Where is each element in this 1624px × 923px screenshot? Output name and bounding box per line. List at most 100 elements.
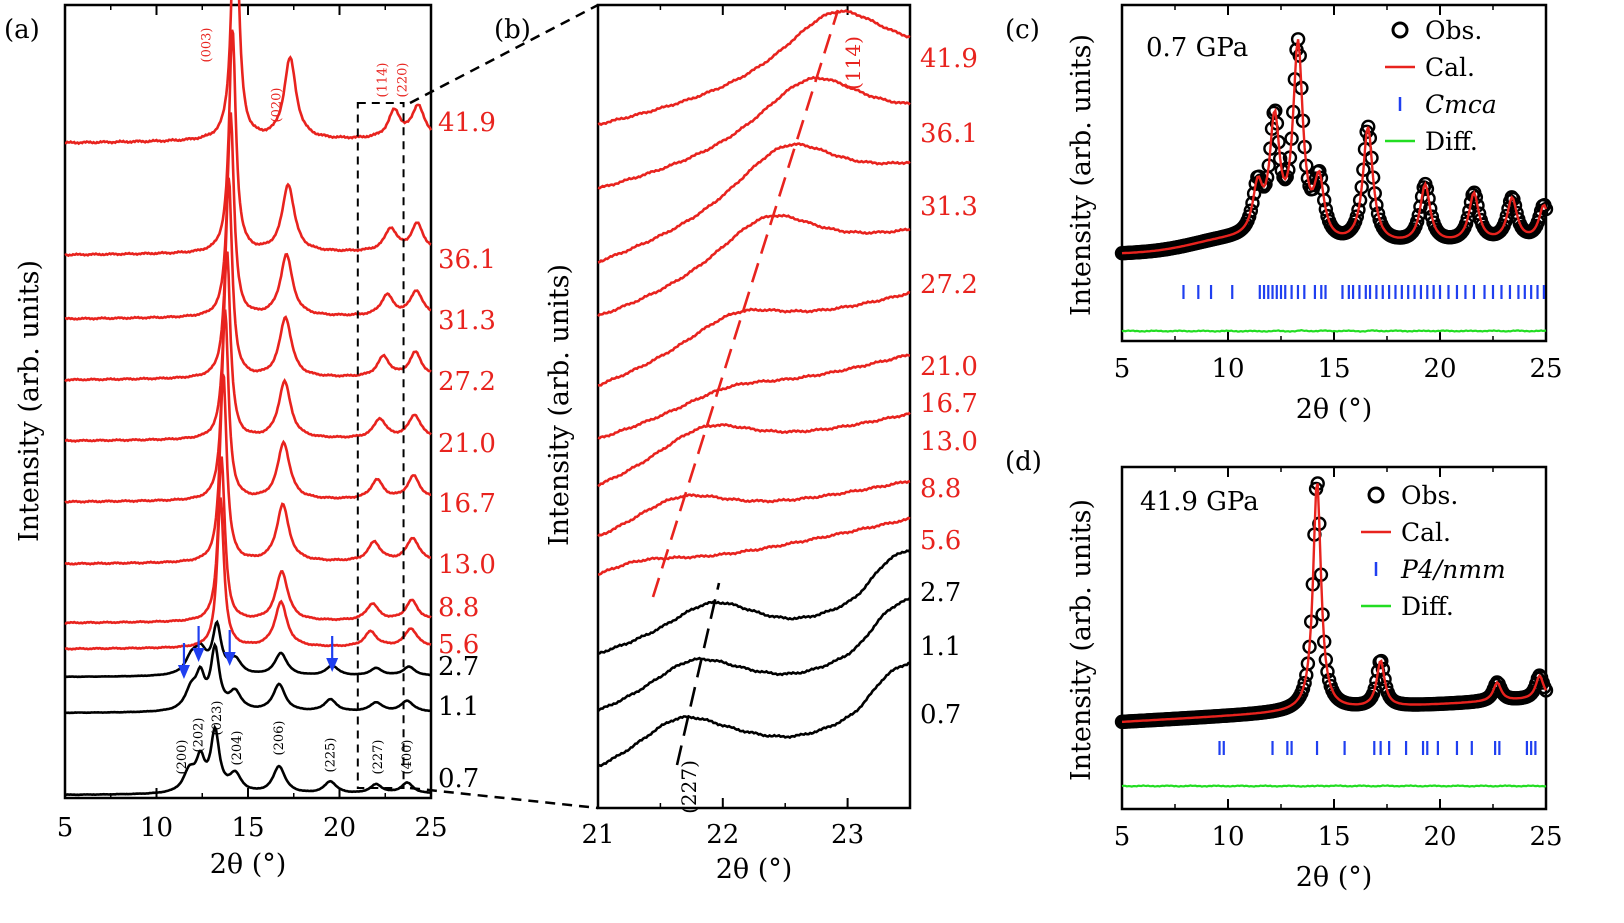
panel-b-frame bbox=[596, 3, 912, 810]
observed-point bbox=[1258, 176, 1273, 192]
panel-b-pressure-label: 41.9 bbox=[920, 44, 978, 74]
panel-a-curve-16.7 bbox=[64, 309, 432, 504]
panel-a-pressure-label: 41.9 bbox=[438, 108, 496, 138]
panel-a-ylabel: Intensity (arb. units) bbox=[14, 260, 45, 542]
panel-3-calculated bbox=[1122, 483, 1548, 723]
legend-obs-marker bbox=[1367, 486, 1385, 504]
panel-a-pressure-label: 1.1 bbox=[438, 692, 479, 722]
panel-b-curve-13.0 bbox=[597, 411, 911, 488]
panel-a-pressure-label: 8.8 bbox=[438, 593, 479, 623]
panel-a: (a) Intensity (arb. units) 2θ (°) 5 10 15 2… bbox=[4, 0, 496, 880]
panel-b-curve-0.7 bbox=[597, 661, 911, 768]
legend-label: Cal. bbox=[1425, 53, 1475, 82]
panel-a-pressure-label: 13.0 bbox=[438, 550, 496, 580]
hkl-label-black: (227) bbox=[371, 740, 386, 775]
legend-label: Cmca bbox=[1425, 90, 1497, 119]
panel-a-curve-36.1 bbox=[64, 29, 432, 258]
panel-3-difference bbox=[1121, 784, 1547, 788]
panel-b-curve-2.7 bbox=[597, 549, 911, 655]
panel-0-xtick-label: 25 bbox=[414, 813, 447, 843]
panel-b-curve-21.0 bbox=[597, 290, 911, 387]
hkl-label-black: (206) bbox=[272, 721, 287, 756]
hkl-label-black: (023) bbox=[210, 701, 225, 736]
guide-label-114: (114) bbox=[841, 36, 865, 90]
guide-line-227 bbox=[675, 582, 721, 766]
panel-b-ylabel: Intensity (arb. units) bbox=[544, 264, 575, 546]
panel-a-curve-5.6 bbox=[64, 497, 432, 651]
panel-c-xlabel: 2θ (°) bbox=[1296, 394, 1373, 425]
panel-d-pressure: 41.9 GPa bbox=[1140, 487, 1259, 517]
panel-b-letter: (b) bbox=[494, 15, 531, 45]
legend-label: Cal. bbox=[1401, 518, 1451, 547]
panel-d-ylabel: Intensity (arb. units) bbox=[1066, 499, 1097, 781]
hkl-label-black: (400) bbox=[400, 740, 415, 775]
hkl-label-red: (220) bbox=[396, 63, 411, 98]
panel-b-curve-41.9 bbox=[597, 9, 911, 127]
panel-a-curve-13.0 bbox=[64, 373, 431, 566]
panel-a-xlabel: 2θ (°) bbox=[210, 849, 287, 880]
panel-3-xtick-label: 15 bbox=[1317, 822, 1350, 852]
panel-a-pressure-label: 27.2 bbox=[438, 367, 496, 397]
legend-label: Obs. bbox=[1401, 481, 1458, 510]
panel-b-curve-8.8 bbox=[597, 479, 911, 538]
observed-point bbox=[1279, 169, 1294, 185]
observed-point bbox=[1312, 163, 1327, 179]
panel-b-curve-1.1 bbox=[597, 597, 911, 713]
legend-label: P4/nmm bbox=[1400, 555, 1506, 584]
panel-a-curve-0.7 bbox=[64, 724, 432, 797]
panel-3-xtick-label: 20 bbox=[1423, 822, 1456, 852]
hkl-label-red: (114) bbox=[375, 63, 390, 98]
panel-a-pressure-label: 5.6 bbox=[438, 630, 479, 660]
observed-point bbox=[1241, 209, 1257, 224]
panel-1-xtick-label: 23 bbox=[831, 820, 864, 850]
panel-1-xtick-label: 22 bbox=[706, 820, 739, 850]
legend-label: Obs. bbox=[1425, 16, 1482, 45]
legend-obs-marker bbox=[1391, 21, 1409, 39]
panel-0-xtick-label: 20 bbox=[323, 813, 356, 843]
panel-b-pressure-label: 0.7 bbox=[920, 700, 961, 730]
panel-a-curve-2.7 bbox=[64, 619, 432, 679]
hkl-label-black: (204) bbox=[230, 731, 245, 766]
panel-b-pressure-label: 13.0 bbox=[920, 427, 978, 457]
panel-2-bragg-ticks bbox=[1182, 285, 1545, 299]
panel-b-curve-16.7 bbox=[597, 353, 911, 440]
blue-arrow-head bbox=[326, 658, 339, 672]
panel-3-xtick-label: 5 bbox=[1114, 822, 1131, 852]
panel-b-pressure-label: 1.1 bbox=[920, 632, 961, 662]
zoom-connector-bottom bbox=[409, 786, 599, 810]
observed-point bbox=[1538, 683, 1554, 698]
observed-point bbox=[1506, 191, 1521, 207]
hkl-label-red: (020) bbox=[269, 88, 284, 123]
panel-b-pressure-label: 16.7 bbox=[920, 389, 978, 419]
panel-a-curve-1.1 bbox=[64, 641, 431, 715]
observed-point bbox=[1243, 203, 1259, 218]
hkl-label-black: (202) bbox=[192, 718, 207, 753]
panel-a-curve-31.3 bbox=[64, 112, 432, 321]
panel-3-xtick-label: 25 bbox=[1529, 822, 1562, 852]
panel-b-pressure-label: 21.0 bbox=[920, 352, 978, 382]
panel-a-curve-21.0 bbox=[64, 251, 432, 444]
panel-2-calculated bbox=[1121, 39, 1548, 255]
guide-label-227: (227) bbox=[677, 760, 701, 814]
hkl-label-black: (225) bbox=[323, 738, 338, 773]
panel-2-xtick-label: 15 bbox=[1317, 354, 1350, 384]
panel-a-curve-27.2 bbox=[64, 177, 432, 382]
observed-point bbox=[1409, 214, 1425, 229]
panel-d: (d) 41.9 GPa Intensity (arb. units) 2θ (… bbox=[1005, 447, 1563, 893]
panel-2-xtick-label: 20 bbox=[1423, 354, 1456, 384]
zoom-connector-top bbox=[409, 3, 599, 105]
panel-a-pressure-label: 16.7 bbox=[438, 489, 496, 519]
hkl-label-red: (003) bbox=[200, 28, 215, 63]
zoom-region-box bbox=[356, 102, 405, 789]
panel-2-observed bbox=[1114, 32, 1554, 261]
panel-2-difference bbox=[1121, 328, 1547, 333]
blue-arrow-head bbox=[192, 648, 205, 662]
panel-a-pressure-label: 21.0 bbox=[438, 429, 496, 459]
panel-b-pressure-label: 8.8 bbox=[920, 474, 961, 504]
panel-a-pressure-label: 0.7 bbox=[438, 764, 479, 794]
panel-b: (b) Intensity (arb. units) 2θ (°) 21 22 23… bbox=[494, 3, 978, 885]
legend-label: Diff. bbox=[1425, 127, 1478, 156]
panel-b-pressure-label: 27.2 bbox=[920, 270, 978, 300]
panel-0-xtick-label: 15 bbox=[231, 813, 264, 843]
